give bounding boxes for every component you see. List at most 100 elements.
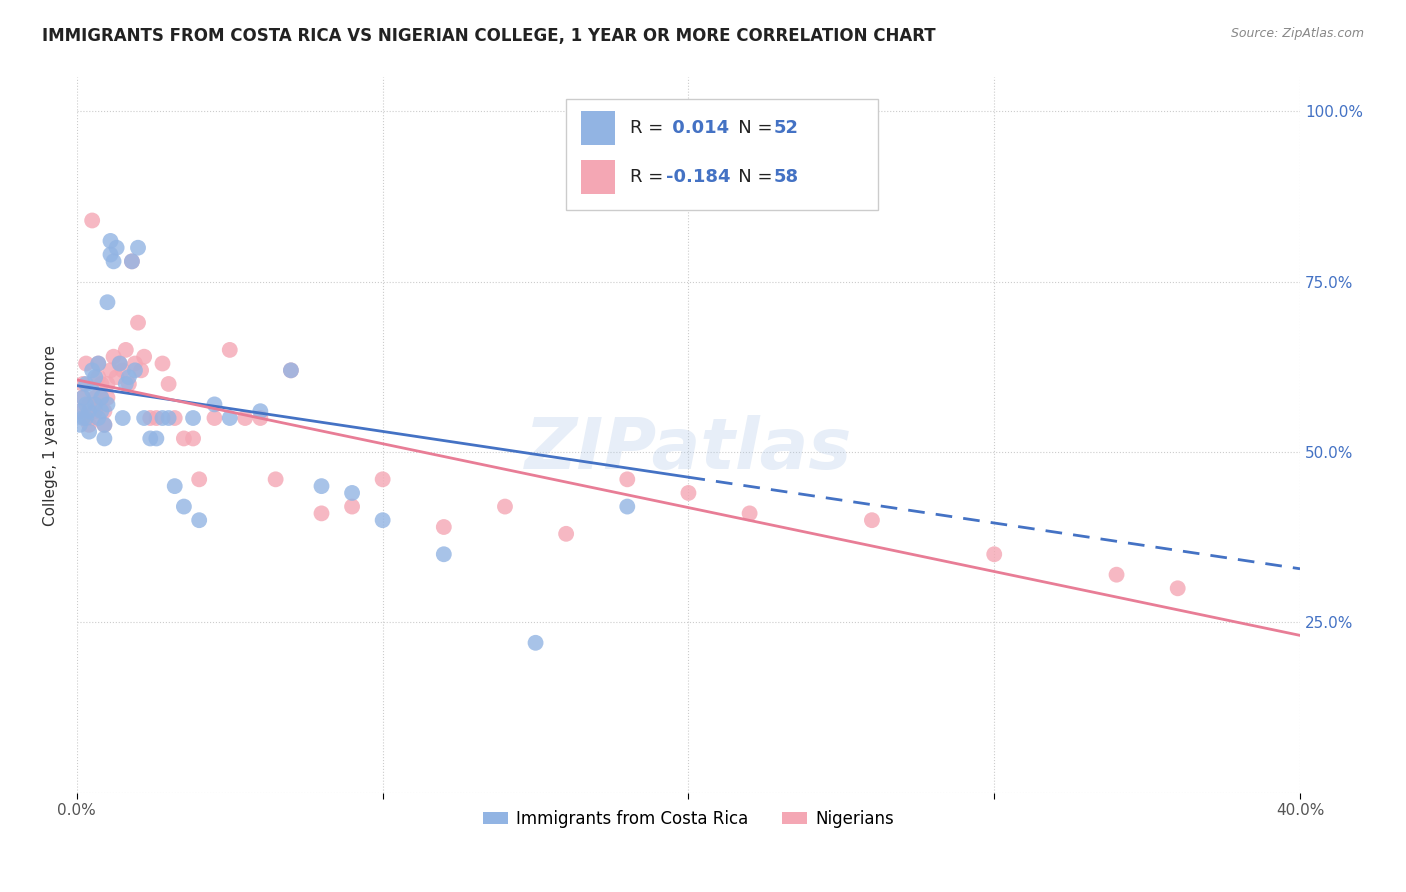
Point (145, 432, 167, 446)
Point (103, 254, 125, 268)
Point (371, 472, 394, 486)
Point (69, 404, 91, 418)
Point (118, 376, 141, 391)
Point (114, 376, 136, 391)
Point (103, 350, 125, 364)
Point (75, 376, 97, 391)
Point (108, 357, 131, 371)
Legend: Immigrants from Costa Rica, Nigerians: Immigrants from Costa Rica, Nigerians (477, 803, 901, 834)
Point (340, 486, 363, 500)
Point (87, 370, 110, 384)
Y-axis label: College, 1 year or more: College, 1 year or more (44, 344, 58, 525)
Point (77, 425, 100, 439)
Text: R =: R = (630, 120, 669, 137)
Text: 0.014: 0.014 (666, 120, 730, 137)
Point (233, 411, 256, 425)
Point (134, 411, 156, 425)
Point (678, 486, 700, 500)
Point (84, 397, 107, 411)
Point (93, 417, 115, 432)
Point (82, 213, 104, 227)
Point (90, 404, 112, 418)
Point (93, 417, 115, 432)
Point (204, 411, 226, 425)
Point (105, 370, 128, 384)
Point (77, 404, 100, 418)
Point (87, 411, 110, 425)
Point (100, 247, 122, 261)
Point (90, 391, 112, 405)
Text: 58: 58 (775, 168, 799, 186)
Point (524, 636, 547, 650)
Point (173, 432, 195, 446)
Point (163, 479, 186, 493)
Point (173, 500, 195, 514)
Point (616, 472, 638, 486)
Point (72, 391, 94, 405)
Point (100, 363, 122, 377)
Text: 52: 52 (775, 120, 799, 137)
Point (100, 234, 122, 248)
Point (433, 520, 456, 534)
Point (264, 472, 287, 486)
Point (82, 363, 104, 377)
Point (188, 513, 211, 527)
Point (124, 357, 146, 371)
Point (72, 376, 94, 391)
Point (72, 411, 94, 425)
Point (75, 411, 97, 425)
Point (204, 397, 226, 411)
Point (84, 391, 107, 405)
Bar (581, 112, 614, 145)
Point (114, 343, 136, 357)
Point (75, 397, 97, 411)
Point (87, 357, 110, 371)
Text: -0.184: -0.184 (666, 168, 731, 186)
Point (127, 316, 149, 330)
Point (105, 241, 128, 255)
Point (249, 411, 271, 425)
Point (983, 547, 1005, 561)
Point (218, 343, 240, 357)
Point (96, 376, 118, 391)
Point (82, 384, 104, 398)
Point (188, 472, 211, 486)
Point (311, 479, 333, 493)
Point (90, 376, 112, 391)
Point (75, 357, 97, 371)
Point (340, 500, 363, 514)
Point (72, 391, 94, 405)
Point (311, 507, 333, 521)
Text: ZIPatlas: ZIPatlas (524, 415, 852, 483)
Point (87, 357, 110, 371)
Text: IMMIGRANTS FROM COSTA RICA VS NIGERIAN COLLEGE, 1 YEAR OR MORE CORRELATION CHART: IMMIGRANTS FROM COSTA RICA VS NIGERIAN C… (42, 27, 936, 45)
Point (1105, 567, 1128, 582)
Point (371, 513, 394, 527)
Point (96, 295, 118, 310)
Point (181, 411, 204, 425)
Point (124, 363, 146, 377)
Point (108, 357, 131, 371)
Point (111, 363, 134, 377)
Point (90, 391, 112, 405)
Point (121, 254, 143, 268)
Point (145, 411, 167, 425)
Point (218, 411, 240, 425)
Point (111, 411, 134, 425)
Point (433, 547, 456, 561)
Point (134, 350, 156, 364)
Point (93, 404, 115, 418)
Point (157, 411, 180, 425)
Point (84, 370, 107, 384)
Text: N =: N = (721, 168, 779, 186)
Point (93, 432, 115, 446)
Point (82, 411, 104, 425)
Point (69, 404, 91, 418)
Point (280, 363, 302, 377)
Point (77, 397, 100, 411)
Point (96, 397, 118, 411)
Point (69, 417, 91, 432)
Point (494, 500, 516, 514)
Point (163, 411, 186, 425)
Point (157, 376, 180, 391)
